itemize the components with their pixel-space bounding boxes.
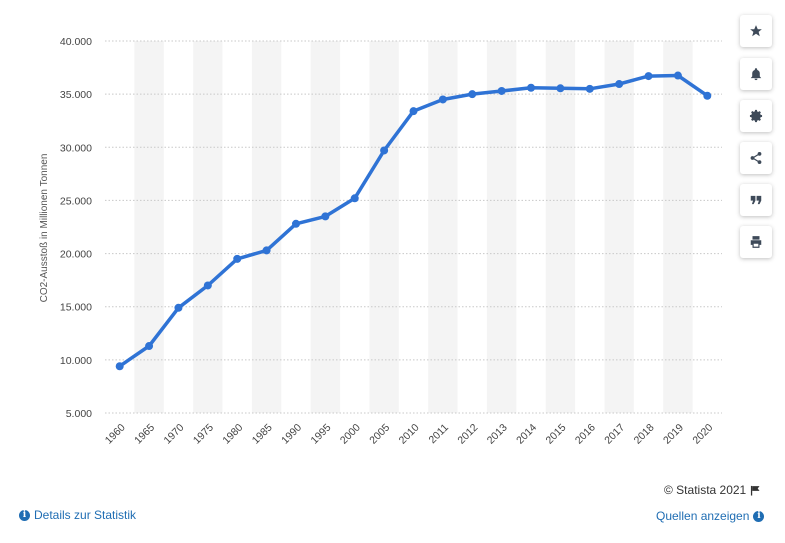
y-tick-label: 15.000	[60, 302, 92, 314]
data-point[interactable]	[673, 71, 682, 80]
info-icon: i	[753, 510, 765, 522]
share-button[interactable]	[740, 142, 772, 174]
x-tick-label: 1980	[220, 422, 245, 447]
x-tick-label: 2019	[661, 422, 686, 447]
data-point[interactable]	[380, 146, 389, 155]
y-tick-label: 20.000	[60, 249, 92, 261]
gear-icon	[749, 109, 763, 123]
y-tick-label: 35.000	[60, 89, 92, 101]
notification-button[interactable]	[740, 58, 772, 90]
data-point[interactable]	[174, 303, 183, 312]
x-tick-label: 2012	[455, 422, 480, 447]
background-band	[310, 41, 341, 413]
y-tick-label: 30.000	[60, 142, 92, 154]
data-point[interactable]	[350, 194, 359, 203]
print-button[interactable]	[740, 226, 772, 258]
copyright-text: © Statista 2021	[664, 483, 747, 497]
flag-icon[interactable]	[750, 485, 761, 496]
data-point[interactable]	[585, 84, 594, 93]
favorite-button[interactable]	[740, 15, 772, 47]
x-tick-label: 1960	[103, 422, 128, 447]
background-band	[604, 41, 634, 413]
x-tick-label: 2014	[514, 422, 539, 447]
x-tick-label: 2018	[632, 422, 657, 447]
sources-link[interactable]: Quellen anzeigen i	[656, 509, 765, 523]
x-tick-label: 2017	[602, 422, 627, 447]
data-point[interactable]	[321, 212, 330, 221]
background-band	[663, 41, 693, 413]
data-point[interactable]	[468, 90, 477, 99]
grid-lines	[105, 40, 722, 414]
sources-link-label: Quellen anzeigen	[656, 509, 750, 523]
settings-button[interactable]	[740, 100, 772, 132]
data-point[interactable]	[145, 342, 154, 351]
background-bands	[134, 41, 693, 413]
details-link[interactable]: i Details zur Statistik	[19, 508, 136, 522]
share-icon	[750, 152, 762, 164]
x-axis-ticks: 1960 1965 1970 1975 1980 1985 1990 1995 2000 2005…	[103, 422, 716, 447]
quote-icon	[750, 195, 762, 205]
y-tick-label: 25.000	[60, 195, 92, 207]
data-point[interactable]	[291, 219, 300, 228]
data-point[interactable]	[262, 246, 271, 255]
data-point[interactable]	[203, 281, 212, 290]
background-band	[545, 41, 576, 413]
background-band	[193, 41, 223, 413]
cite-button[interactable]	[740, 184, 772, 216]
data-point[interactable]	[527, 83, 536, 92]
x-tick-label: 1975	[191, 422, 216, 447]
data-point[interactable]	[233, 254, 242, 263]
y-tick-label: 5.000	[66, 408, 92, 420]
x-tick-label: 1995	[308, 422, 333, 447]
bell-icon	[750, 68, 762, 81]
data-point[interactable]	[115, 362, 124, 371]
y-tick-label: 40.000	[60, 36, 92, 48]
data-points	[115, 71, 712, 371]
data-point[interactable]	[703, 91, 712, 100]
x-tick-label: 1990	[279, 422, 304, 447]
copyright: © Statista 2021	[664, 483, 761, 497]
background-band	[486, 41, 517, 413]
y-axis-ticks: 5.000 10.000 15.000 20.000 25.000 30.000 35.00…	[60, 36, 92, 420]
data-point[interactable]	[556, 84, 565, 93]
y-axis-title: CO2-Ausstoß in Millionen Tonnen	[39, 154, 50, 303]
x-tick-label: 2011	[427, 422, 452, 447]
x-tick-label: 2016	[573, 422, 598, 447]
print-icon	[750, 236, 762, 248]
info-icon: i	[19, 509, 30, 521]
data-point[interactable]	[644, 72, 653, 81]
data-point[interactable]	[438, 95, 447, 104]
x-tick-label: 2015	[544, 422, 569, 447]
star-icon	[750, 25, 762, 37]
data-point[interactable]	[497, 86, 506, 95]
x-tick-label: 2010	[397, 422, 422, 447]
data-point[interactable]	[409, 107, 418, 116]
x-tick-label: 2000	[338, 422, 363, 447]
x-tick-label: 1965	[132, 422, 157, 447]
x-tick-label: 2005	[367, 422, 392, 447]
background-band	[251, 41, 282, 413]
x-tick-label: 2020	[690, 422, 715, 447]
y-tick-label: 10.000	[60, 355, 92, 367]
x-tick-label: 2013	[485, 422, 510, 447]
data-point[interactable]	[615, 80, 624, 89]
background-band	[369, 41, 399, 413]
x-tick-label: 1985	[250, 422, 275, 447]
x-tick-label: 1970	[162, 422, 187, 447]
background-band	[134, 41, 164, 413]
details-link-label: Details zur Statistik	[34, 508, 137, 522]
